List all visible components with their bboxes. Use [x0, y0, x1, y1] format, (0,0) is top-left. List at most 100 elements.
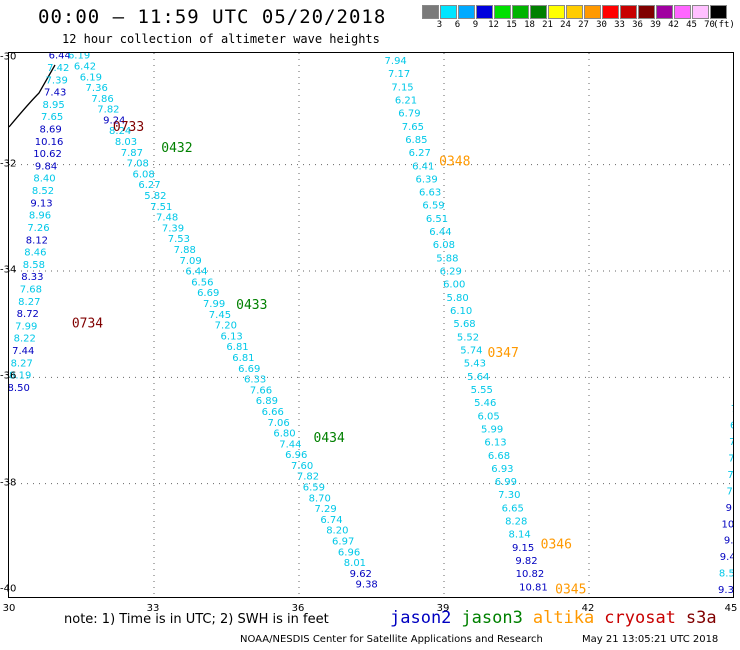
footnote: note: 1) Time is in UTC; 2) SWH is in fe… [64, 612, 329, 627]
legend-label: 70 [704, 20, 715, 30]
wave-height-value: 8.59 [719, 569, 734, 580]
wave-height-value: 7.66 [250, 385, 272, 396]
wave-height-value: 8.46 [24, 248, 46, 259]
wave-height-value: 5.68 [453, 319, 475, 330]
pass-time-label: 0434 [314, 431, 345, 446]
wave-height-value: 5.43 [464, 359, 486, 370]
pass-time-label: 0733 [113, 120, 144, 135]
pass-time-label: 0732 [91, 53, 122, 55]
map-frame: 6.44 7.42 7.39 7.43 8.95 7.65 8.69 10.16 10.62 9.… [8, 52, 734, 598]
wave-height-value: 10.81 [519, 582, 548, 593]
wave-height-value: 7.0 [727, 470, 734, 481]
lat-tick-label: -34 [0, 264, 17, 276]
wave-height-value: 8.72 [17, 309, 39, 320]
wave-height-value: 6.21 [395, 95, 417, 106]
wave-height-value: 7.82 [297, 472, 319, 483]
pass-time-label: 0734 [72, 317, 103, 332]
wave-height-value: 6.10 [450, 306, 472, 317]
wave-height-value: 6.85 [405, 135, 427, 146]
wave-height-value: 7.20 [215, 321, 237, 332]
wave-height-value: 9.6 [726, 503, 734, 514]
legend-label: 42 [668, 20, 679, 30]
wave-height-value: 6.99 [495, 477, 517, 488]
lon-tick-label: 42 [581, 603, 595, 614]
wave-height-value: 7.36 [86, 83, 108, 94]
wave-height-value: 5.64 [467, 372, 489, 383]
lat-tick-label: -40 [0, 583, 17, 595]
lat-tick-label: -38 [0, 477, 17, 489]
wave-height-value: 5.82 [144, 191, 166, 202]
wave-height-value: 8.19 [9, 371, 31, 382]
wave-height-value: 6.81 [226, 342, 248, 353]
wave-height-value: 10.82 [516, 569, 545, 580]
legend-swatch [476, 5, 493, 19]
wave-height-value: 6.81 [232, 353, 254, 364]
wave-height-value: 8.24 [109, 126, 131, 137]
wave-height-value: 7.86 [91, 94, 113, 105]
wave-height-value: 7.44 [12, 346, 34, 357]
legend-label: 39 [650, 20, 661, 30]
wave-height-value: 6.44 [49, 53, 71, 62]
wave-height-value: 9.82 [515, 556, 537, 567]
legend-label: 3 [436, 20, 443, 30]
wave-height-value: 6.08 [433, 240, 455, 251]
wave-height-value: 6.68 [488, 451, 510, 462]
wave-height-value: 6.27 [409, 148, 431, 159]
wave-height-value: 6.33 [244, 375, 266, 386]
wave-height-value: 7.08 [127, 159, 149, 170]
wave-height-value: 10.2 [722, 519, 734, 530]
wave-height-value: 7.06 [267, 418, 289, 429]
wave-height-value: 6.69 [238, 364, 260, 375]
legend-swatch [548, 5, 565, 19]
legend-swatch [638, 5, 655, 19]
pass-time-label: 0430 [62, 53, 93, 55]
wave-height-value: 6.41 [412, 161, 434, 172]
wave-height-value: 8.58 [23, 260, 45, 271]
legend-label: 9 [472, 20, 479, 30]
pass-time-label: 0433 [236, 298, 267, 313]
wave-height-value: 7.15 [391, 82, 413, 93]
wave-height-value: 7.09 [179, 256, 201, 267]
wave-height-value: 7.2 [728, 454, 734, 465]
wave-height-value: 8.03 [115, 137, 137, 148]
legend-label: 24 [560, 20, 571, 30]
pass-time-label: 0347 [488, 346, 519, 361]
wave-height-value: 6.89 [256, 396, 278, 407]
wave-height-value: 6.00 [443, 280, 465, 291]
wave-height-value: 9.13 [30, 198, 52, 209]
lat-tick-label: -30 [0, 51, 17, 63]
wave-height-value: 6.39 [416, 174, 438, 185]
satellite-name: altika [532, 608, 595, 628]
wave-height-value: 6.66 [262, 407, 284, 418]
generation-timestamp: May 21 13:05:21 UTC 2018 [582, 634, 719, 645]
wave-height-value: 6.96 [285, 450, 307, 461]
wave-height-value: 6.13 [221, 331, 243, 342]
wave-height-value: 5.55 [471, 385, 493, 396]
wave-height-value: 6.79 [398, 109, 420, 120]
wave-height-value: 7.42 [47, 63, 69, 74]
map-title: 00:00 – 11:59 UTC 05/20/2018 [38, 6, 387, 28]
wave-height-value: 8.50 [9, 383, 30, 394]
satellite-legend: jason2 jason3 altika cryosat s3a [390, 608, 727, 628]
wave-height-value: 8.12 [26, 235, 48, 246]
legend-label: 21 [542, 20, 553, 30]
legend-swatch [530, 5, 547, 19]
wave-height-value: 6.59 [303, 483, 325, 494]
wave-height-value: 5.46 [474, 398, 496, 409]
legend-swatch [674, 5, 691, 19]
lon-tick-label: 30 [2, 603, 16, 614]
wave-height-value: 6.93 [491, 464, 513, 475]
wave-height-value: 8.69 [39, 125, 61, 136]
wave-height-value: 7.88 [174, 245, 196, 256]
wave-height-value: 6.97 [332, 537, 354, 548]
credit-line: NOAA/NESDIS Center for Satellite Applica… [240, 634, 543, 645]
wave-height-value: 7.99 [203, 299, 225, 310]
wave-height-value: 8.14 [509, 530, 531, 541]
wave-height-value: 8.33 [21, 272, 43, 283]
wave-height-value: 8.95 [43, 100, 65, 111]
wave-height-value: 8.40 [33, 174, 55, 185]
legend-swatch [512, 5, 529, 19]
color-legend: 3 6 9 12 15 18 21 24 27 30 33 36 39 42 45 70 (ft) [422, 5, 735, 31]
satellite-name: s3a [685, 608, 717, 628]
wave-height-value: 7.65 [41, 112, 63, 123]
